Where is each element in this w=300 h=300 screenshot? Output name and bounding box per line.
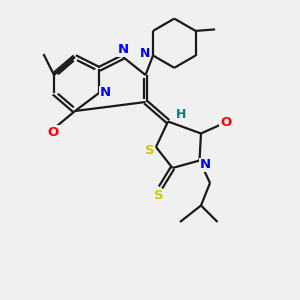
Text: S: S — [154, 189, 164, 203]
Text: N: N — [140, 47, 150, 61]
Text: S: S — [145, 143, 154, 157]
Text: O: O — [220, 116, 231, 129]
Text: H: H — [176, 107, 186, 121]
Text: N: N — [117, 43, 129, 56]
Text: N: N — [99, 86, 111, 100]
Text: O: O — [48, 126, 59, 139]
Text: N: N — [200, 158, 211, 172]
